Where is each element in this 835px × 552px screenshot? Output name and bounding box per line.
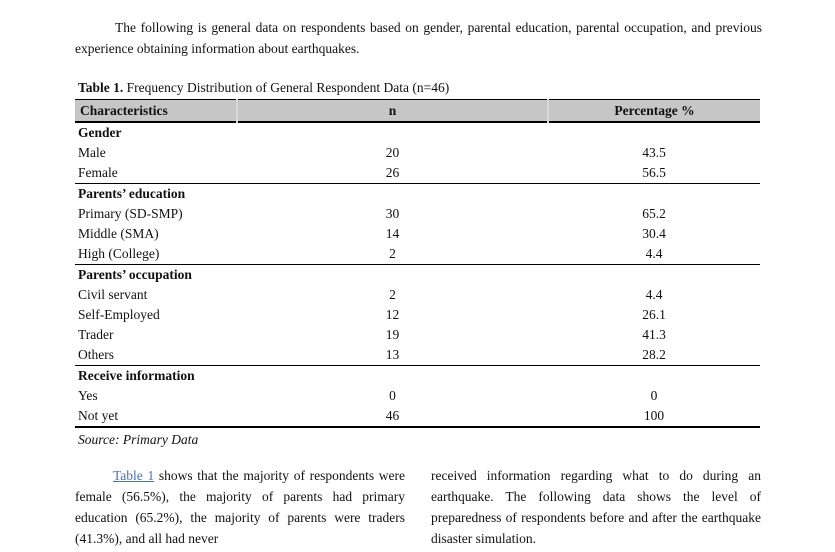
row-pct-cell	[548, 366, 760, 387]
row-pct-cell: 100	[643, 408, 665, 423]
row-label-cell: Female	[78, 165, 118, 180]
row-label-cell: Civil servant	[78, 287, 148, 302]
table-row: Self-Employed 12 26.1	[75, 305, 760, 325]
row-n-cell	[237, 265, 548, 286]
body-left-paragraph: Table 1 shows that the majority of respo…	[75, 465, 405, 549]
row-n-cell	[237, 366, 548, 387]
row-n-cell: 2	[389, 246, 396, 261]
row-pct-cell: 41.3	[642, 327, 666, 342]
row-n-cell: 20	[385, 145, 400, 160]
row-label-cell: Trader	[78, 327, 114, 342]
row-label-cell: Male	[78, 145, 106, 160]
row-n-cell: 0	[389, 388, 396, 403]
row-n-cell: 12	[385, 307, 400, 322]
two-column-body: Table 1 shows that the majority of respo…	[75, 465, 762, 549]
row-pct-cell: 0	[650, 388, 658, 403]
table-section-row: Receive information	[75, 365, 760, 387]
table-section-row: Gender	[75, 122, 760, 143]
column-header-percentage: Percentage %	[547, 99, 760, 122]
intro-paragraph: The following is general data on respond…	[75, 20, 762, 56]
table-1-link[interactable]: Table 1	[113, 468, 155, 483]
row-label-cell: Not yet	[78, 408, 119, 423]
body-left-column: Table 1 shows that the majority of respo…	[75, 465, 405, 549]
table-row: Others 13 28.2	[75, 345, 760, 366]
row-pct-cell: 4.4	[645, 246, 663, 261]
body-right-column: received information regarding what to d…	[431, 465, 761, 549]
row-label-cell: Gender	[78, 125, 122, 140]
row-pct-cell: 30.4	[642, 226, 666, 241]
body-right-paragraph: received information regarding what to d…	[431, 468, 761, 546]
column-header-n: n	[236, 99, 548, 122]
row-pct-cell: 26.1	[642, 307, 666, 322]
row-n-cell	[237, 122, 548, 143]
row-pct-cell: 65.2	[642, 206, 666, 221]
row-pct-cell	[548, 122, 760, 143]
table-row: High (College) 2 4.4	[75, 244, 760, 265]
row-pct-cell	[548, 265, 760, 286]
source-note: Source: Primary Data	[78, 432, 199, 447]
row-n-cell: 26	[385, 165, 400, 180]
row-n-cell	[237, 184, 548, 205]
table-row: Male 20 43.5	[75, 143, 760, 163]
row-label-cell: Others	[78, 347, 114, 362]
row-label-cell: Primary (SD-SMP)	[78, 206, 183, 221]
table-row: Trader 19 41.3	[75, 325, 760, 345]
table-header-row: Characteristics n Percentage %	[75, 99, 760, 122]
row-label-cell: Self-Employed	[78, 307, 160, 322]
table-row: Female 26 56.5	[75, 163, 760, 184]
row-pct-cell: 4.4	[645, 287, 663, 302]
row-label-cell: Parents’ occupation	[78, 267, 192, 282]
table-caption-label: Table 1.	[78, 80, 124, 95]
table-caption: Table 1. Frequency Distribution of Gener…	[75, 78, 762, 97]
row-label-cell: High (College)	[78, 246, 160, 261]
frequency-table: Characteristics n Percentage % Gender Ma…	[75, 99, 760, 428]
table-row: Yes 0 0	[75, 386, 760, 406]
body-left-text: shows that the majority of respondents w…	[75, 468, 405, 546]
row-label-cell: Yes	[78, 388, 98, 403]
table-section-row: Parents’ occupation	[75, 264, 760, 286]
row-label-cell: Middle (SMA)	[78, 226, 159, 241]
row-pct-cell: 28.2	[642, 347, 666, 362]
row-n-cell: 46	[385, 408, 400, 423]
row-n-cell: 2	[389, 287, 396, 302]
row-label-cell: Receive information	[78, 368, 195, 383]
row-n-cell: 19	[385, 327, 400, 342]
row-label-cell: Parents’ education	[78, 186, 186, 201]
table-section-row: Parents’ education	[75, 183, 760, 205]
row-pct-cell	[548, 184, 760, 205]
table-row: Primary (SD-SMP) 30 65.2	[75, 204, 760, 224]
table-row: Civil servant 2 4.4	[75, 285, 760, 305]
row-n-cell: 13	[385, 347, 400, 362]
row-n-cell: 30	[385, 206, 400, 221]
table-caption-text: Frequency Distribution of General Respon…	[123, 80, 450, 95]
table-row: Middle (SMA) 14 30.4	[75, 224, 760, 244]
table-row: Not yet 46 100	[75, 406, 760, 427]
row-pct-cell: 56.5	[642, 165, 666, 180]
column-header-characteristics: Characteristics	[75, 99, 237, 122]
row-n-cell: 14	[385, 226, 400, 241]
row-pct-cell: 43.5	[642, 145, 666, 160]
